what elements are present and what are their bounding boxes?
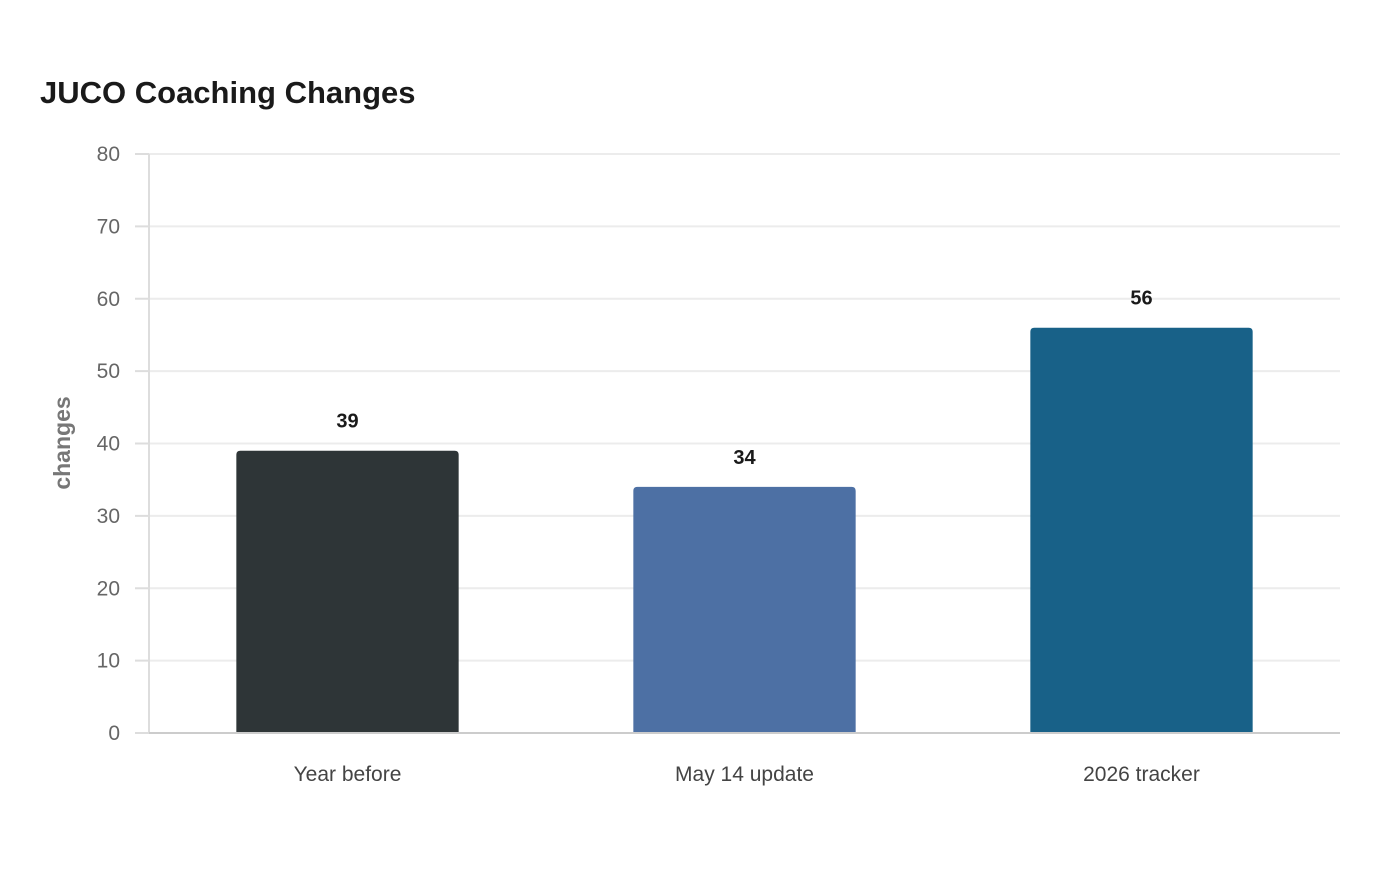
y-tick-label: 80 bbox=[97, 143, 120, 166]
x-category-label: 2026 tracker bbox=[1083, 763, 1200, 786]
bars bbox=[236, 327, 1253, 733]
chart-title: JUCO Coaching Changes bbox=[40, 75, 416, 110]
y-tick-label: 40 bbox=[97, 433, 120, 456]
y-tick-label: 70 bbox=[97, 215, 120, 238]
bar-value-label: 56 bbox=[1130, 288, 1152, 310]
y-tick-label: 0 bbox=[108, 722, 120, 745]
y-tick-label: 10 bbox=[97, 650, 120, 673]
x-category-label: Year before bbox=[294, 763, 402, 786]
bar-value-label: 34 bbox=[733, 447, 756, 469]
y-axis-title: changes bbox=[49, 396, 75, 489]
y-tick-label: 20 bbox=[97, 577, 120, 600]
y-tick-label: 60 bbox=[97, 288, 120, 311]
y-tick-label: 50 bbox=[97, 360, 120, 383]
bar bbox=[236, 450, 459, 733]
bar bbox=[633, 486, 856, 733]
y-axis-ticks: 0 10 20 30 40 50 60 70 80 bbox=[97, 143, 149, 745]
x-category-label: May 14 update bbox=[675, 763, 814, 786]
x-axis-categories: Year before May 14 update 2026 tracker bbox=[294, 763, 1200, 786]
value-labels: 39 34 56 bbox=[336, 288, 1152, 469]
y-tick-label: 30 bbox=[97, 505, 120, 528]
bar bbox=[1030, 327, 1253, 733]
bar-value-label: 39 bbox=[336, 411, 358, 433]
